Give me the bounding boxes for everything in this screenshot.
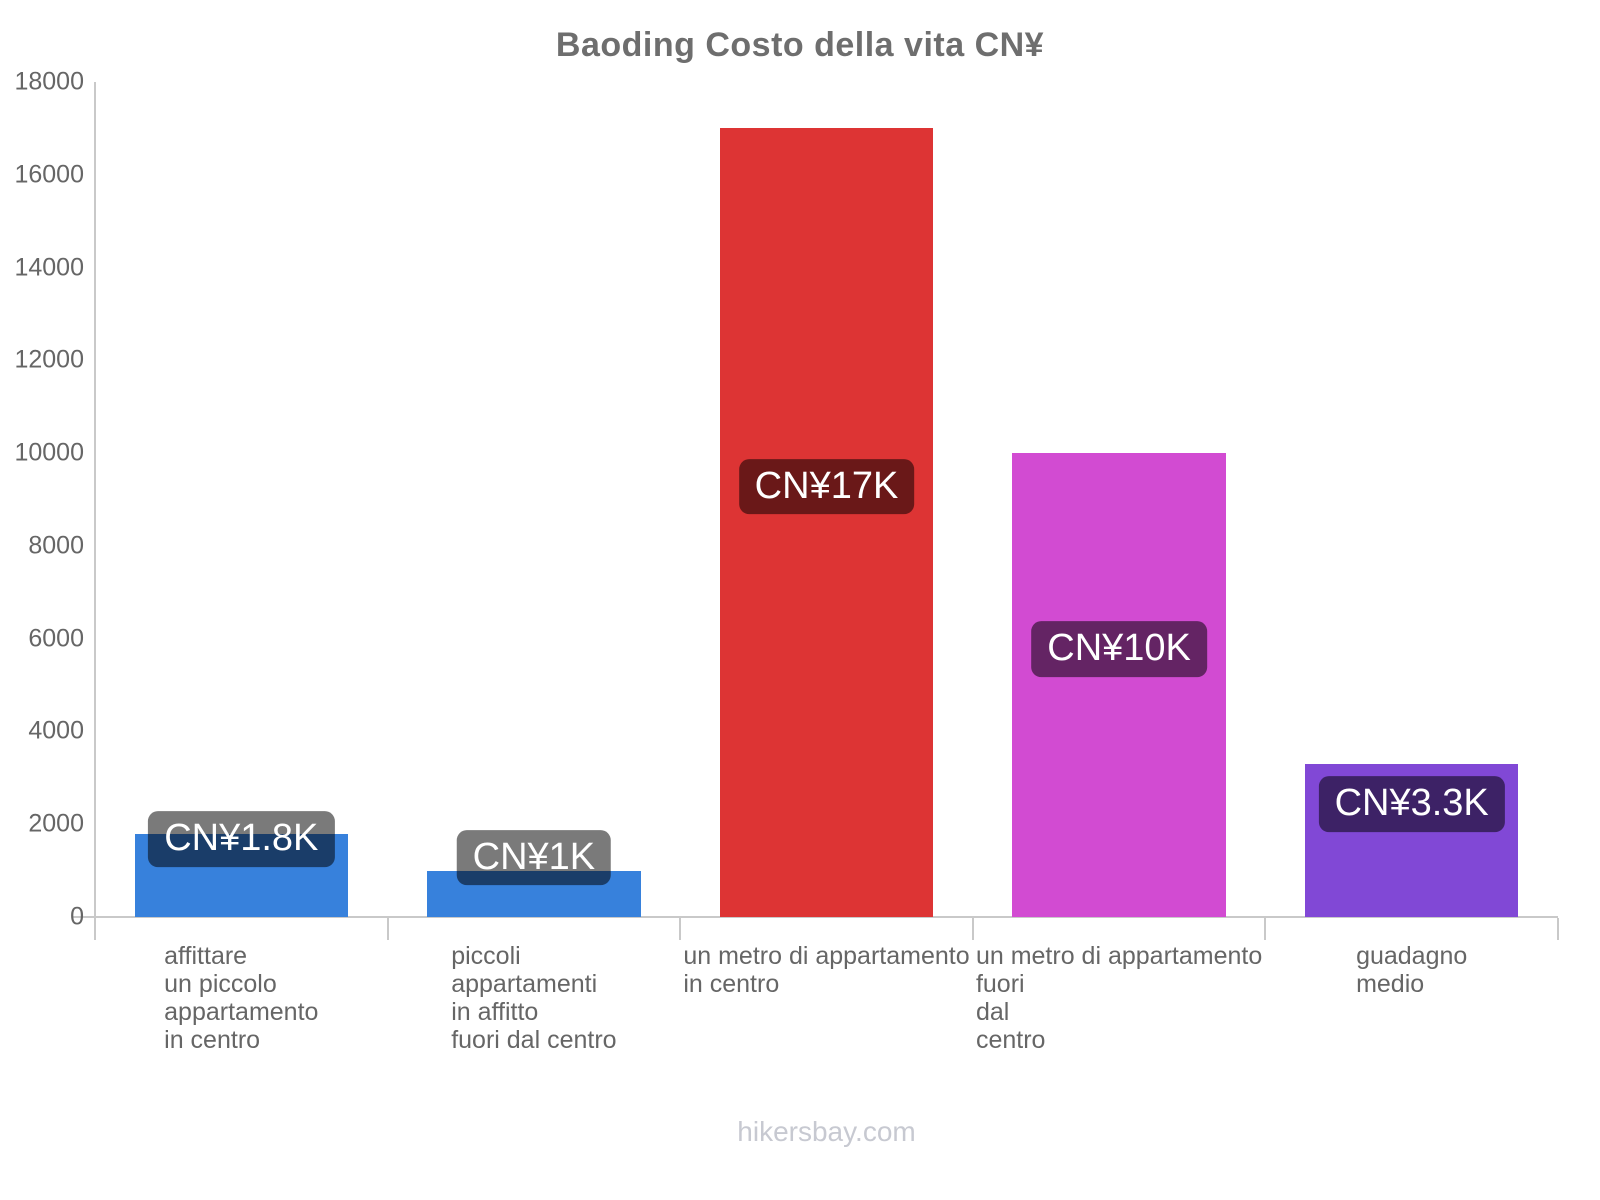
x-axis-boundary-tick	[971, 918, 974, 940]
x-axis-boundary-tick	[1264, 918, 1267, 940]
x-axis-category-label: un metro di appartamento in centro	[683, 942, 970, 998]
y-axis-tick-label: 6000	[28, 624, 84, 653]
x-axis-category-1: piccoli appartamenti in affitto fuori da…	[388, 942, 681, 1054]
y-axis-tick-label: 16000	[14, 160, 84, 189]
bar-value-label: CN¥10K	[1031, 621, 1207, 677]
y-axis-line	[94, 82, 96, 940]
footer-watermark: hikersbay.com	[737, 1116, 916, 1147]
x-axis-boundary-tick	[1557, 918, 1559, 940]
bar-value-label: CN¥17K	[738, 458, 915, 515]
x-axis-category-2: un metro di appartamento in centro	[680, 942, 973, 998]
x-axis-category-label: piccoli appartamenti in affitto fuori da…	[451, 942, 617, 1054]
x-axis-category-label: affittare un piccolo appartamento in cen…	[164, 942, 319, 1054]
bar-3[interactable]	[1012, 453, 1226, 917]
x-axis-boundary-tick	[679, 918, 682, 940]
x-axis-category-3: un metro di appartamento fuori dal centr…	[973, 942, 1266, 1054]
y-axis-tick-label: 2000	[28, 809, 84, 838]
bar-2[interactable]	[719, 128, 934, 917]
x-axis-category-label: guadagno medio	[1356, 942, 1468, 998]
y-axis-tick-label: 12000	[14, 345, 84, 374]
bar-value-label: CN¥1.8K	[148, 811, 335, 868]
y-axis-tick-label: 10000	[14, 438, 84, 467]
bar-value-label: CN¥1K	[456, 829, 612, 886]
y-axis-tick-label: 8000	[28, 531, 84, 560]
y-axis-tick-label: 4000	[28, 716, 84, 745]
x-axis-category-0: affittare un piccolo appartamento in cen…	[95, 942, 388, 1054]
x-axis-category-4: guadagno medio	[1265, 942, 1558, 998]
x-axis-category-label: un metro di appartamento fuori dal centr…	[975, 942, 1263, 1054]
x-axis-line	[72, 916, 1558, 918]
bar-value-label: CN¥3.3K	[1318, 776, 1505, 833]
chart-title: Baoding Costo della vita CN¥	[555, 26, 1045, 64]
y-axis-tick-label: 0	[70, 902, 84, 931]
y-axis-tick-label: 14000	[14, 253, 84, 282]
x-axis-boundary-tick	[386, 918, 389, 940]
y-axis-tick-label: 18000	[14, 67, 84, 96]
